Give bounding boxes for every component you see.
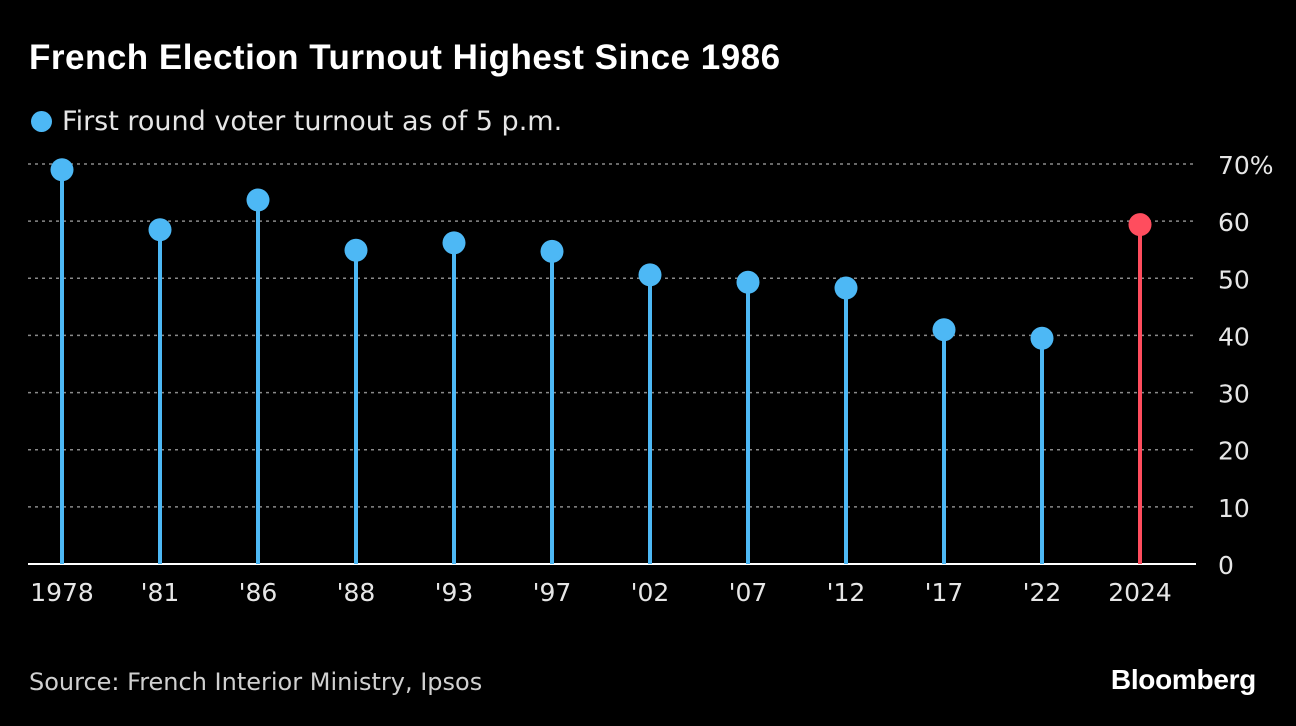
bloomberg-logo: Bloomberg bbox=[1110, 664, 1256, 695]
x-tick-label: '22 bbox=[1023, 578, 1062, 607]
lollipop-point bbox=[834, 276, 858, 300]
lollipop-point bbox=[932, 318, 956, 342]
x-tick-label: '86 bbox=[239, 578, 278, 607]
x-tick-label: 1978 bbox=[30, 578, 94, 607]
y-tick-label: 10 bbox=[1218, 494, 1250, 523]
lollipop-point bbox=[540, 239, 564, 263]
source-note: Source: French Interior Ministry, Ipsos bbox=[29, 668, 483, 696]
x-tick-label: '17 bbox=[925, 578, 964, 607]
x-tick-label: '93 bbox=[435, 578, 474, 607]
legend-label: First round voter turnout as of 5 p.m. bbox=[62, 106, 563, 137]
y-tick-label: 30 bbox=[1218, 380, 1250, 409]
y-tick-label: 70% bbox=[1218, 151, 1274, 180]
x-tick-label: '81 bbox=[141, 578, 180, 607]
x-tick-label: '12 bbox=[827, 578, 866, 607]
lollipop-point bbox=[1030, 326, 1054, 350]
x-tick-label: 2024 bbox=[1108, 578, 1172, 607]
x-tick-label: '07 bbox=[729, 578, 768, 607]
lollipop-point bbox=[1128, 213, 1152, 237]
y-tick-label: 60 bbox=[1218, 208, 1250, 237]
lollipop-point bbox=[344, 238, 368, 262]
x-tick-label: '97 bbox=[533, 578, 572, 607]
chart-title: French Election Turnout Highest Since 19… bbox=[29, 38, 781, 77]
y-tick-label: 40 bbox=[1218, 322, 1250, 351]
lollipop-point bbox=[50, 158, 74, 182]
x-tick-label: '88 bbox=[337, 578, 376, 607]
x-tick-label: '02 bbox=[631, 578, 670, 607]
lollipop-point bbox=[736, 270, 760, 294]
y-tick-label: 20 bbox=[1218, 437, 1250, 466]
legend: First round voter turnout as of 5 p.m. bbox=[31, 106, 562, 137]
lollipop-point bbox=[246, 188, 270, 212]
y-tick-label: 0 bbox=[1218, 551, 1234, 580]
y-tick-label: 50 bbox=[1218, 265, 1250, 294]
lollipop-point bbox=[442, 231, 466, 255]
lollipop-point bbox=[148, 218, 172, 242]
lollipop-point bbox=[638, 263, 662, 287]
legend-marker bbox=[31, 111, 52, 132]
